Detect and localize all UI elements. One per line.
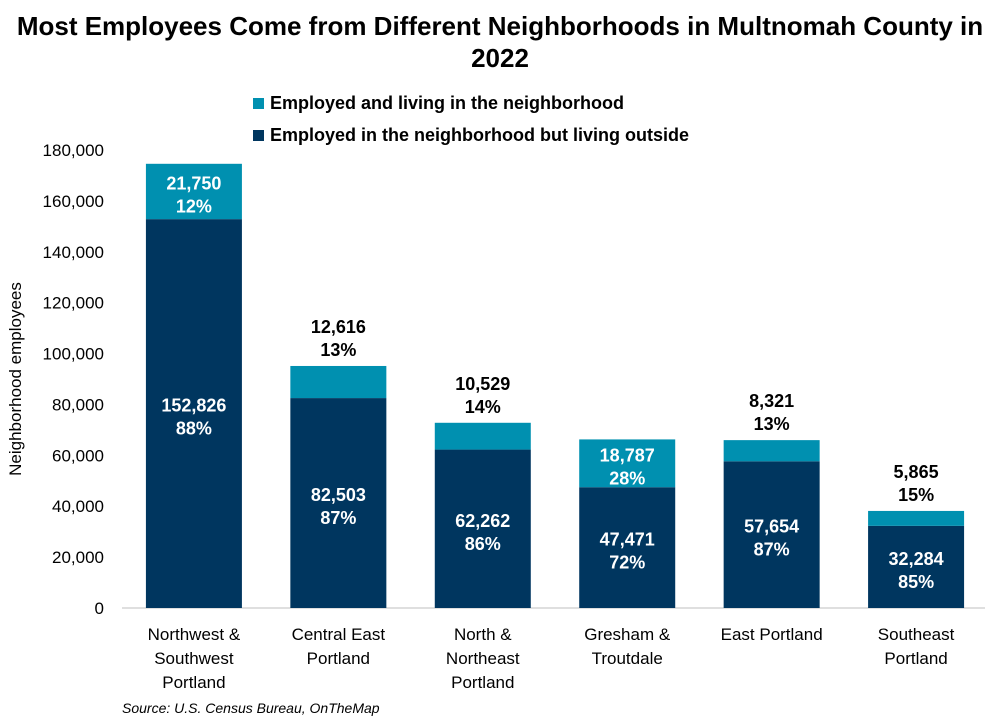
- data-label-pct: 85%: [898, 572, 934, 592]
- x-tick-label: Portland: [307, 649, 370, 668]
- bar-living: [723, 440, 820, 462]
- y-tick-label: 100,000: [43, 345, 104, 364]
- y-tick-label: 40,000: [52, 497, 104, 516]
- data-label-pct: 13%: [754, 414, 790, 434]
- bar-outside: [145, 219, 242, 608]
- data-label-value: 10,529: [455, 374, 510, 394]
- data-label-value: 5,865: [894, 462, 939, 482]
- y-tick-label: 140,000: [43, 243, 104, 262]
- bar-living: [434, 422, 531, 450]
- data-label-value: 12,616: [311, 317, 366, 337]
- data-label-pct: 87%: [754, 540, 790, 560]
- y-axis-label: Neighborhood employees: [6, 282, 25, 476]
- x-tick-label: Portland: [162, 673, 225, 692]
- data-label-pct: 88%: [176, 419, 212, 439]
- bar-outside: [290, 398, 387, 608]
- data-label-pct: 13%: [320, 340, 356, 360]
- data-label-value: 57,654: [744, 517, 799, 537]
- bar-outside: [868, 525, 965, 608]
- x-tick-label: Portland: [884, 649, 947, 668]
- y-tick-label: 160,000: [43, 192, 104, 211]
- data-label-value: 8,321: [749, 391, 794, 411]
- legend-label: Employed in the neighborhood but living …: [270, 125, 689, 145]
- bar-outside: [434, 449, 531, 608]
- bar-living: [145, 163, 242, 220]
- legend-label: Employed and living in the neighborhood: [270, 93, 624, 113]
- bar-outside: [579, 487, 676, 608]
- bar-living: [868, 510, 965, 526]
- y-tick-label: 180,000: [43, 141, 104, 160]
- data-label-pct: 87%: [320, 508, 356, 528]
- legend-swatch: [253, 130, 264, 141]
- y-tick-label: 0: [95, 599, 104, 618]
- y-tick-label: 20,000: [52, 548, 104, 567]
- x-tick-label: Northwest &: [148, 625, 241, 644]
- data-label-pct: 72%: [609, 553, 645, 573]
- y-tick-label: 80,000: [52, 395, 104, 414]
- data-label-value: 47,471: [600, 530, 655, 550]
- data-label-value: 152,826: [161, 396, 226, 416]
- x-tick-label: North &: [454, 625, 512, 644]
- bar-outside: [723, 461, 820, 608]
- x-tick-label: Southwest: [154, 649, 234, 668]
- source-note: Source: U.S. Census Bureau, OnTheMap: [122, 700, 380, 716]
- legend-swatch: [253, 98, 264, 109]
- data-label-pct: 15%: [898, 485, 934, 505]
- x-tick-label: Gresham &: [584, 625, 671, 644]
- data-label-pct: 86%: [465, 534, 501, 554]
- data-label-value: 32,284: [889, 549, 944, 569]
- bar-living: [579, 439, 676, 488]
- data-label-pct: 28%: [609, 468, 645, 488]
- data-label-value: 82,503: [311, 485, 366, 505]
- x-tick-label: East Portland: [721, 625, 823, 644]
- y-tick-label: 60,000: [52, 446, 104, 465]
- data-label-value: 18,787: [600, 445, 655, 465]
- chart-title: Most Employees Come from Different Neigh…: [16, 11, 984, 73]
- x-tick-label: Northeast: [446, 649, 520, 668]
- data-label-value: 62,262: [455, 511, 510, 531]
- y-tick-label: 120,000: [43, 294, 104, 313]
- data-label-pct: 14%: [465, 397, 501, 417]
- data-label-pct: 12%: [176, 196, 212, 216]
- data-label-value: 21,750: [166, 173, 221, 193]
- x-tick-label: Central East: [292, 625, 386, 644]
- x-tick-label: Troutdale: [592, 649, 663, 668]
- legend-item-living-in: Employed and living in the neighborhood: [253, 93, 624, 114]
- legend-item-living-outside: Employed in the neighborhood but living …: [253, 125, 689, 146]
- x-tick-label: Southeast: [878, 625, 955, 644]
- bar-living: [290, 365, 387, 399]
- x-tick-label: Portland: [451, 673, 514, 692]
